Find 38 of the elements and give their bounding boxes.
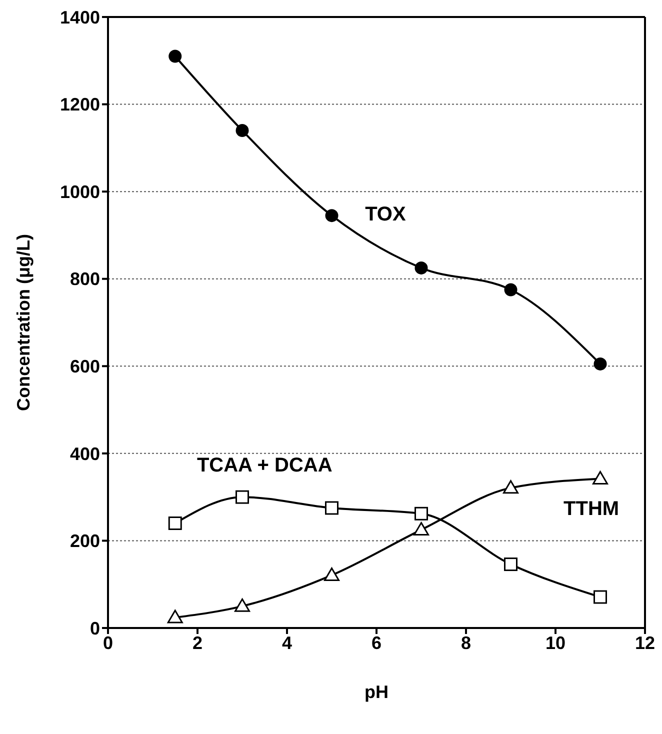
x-tick-label: 12 [634,632,656,653]
x-tick-label: 8 [460,632,472,653]
point [594,590,607,604]
point [236,124,249,137]
y-tick-label: 600 [70,356,100,377]
y-axis-title: Concentration (μg/L) [13,234,34,411]
point [414,506,428,520]
y-tick-label: 800 [70,269,100,290]
point [504,283,518,296]
point [325,209,338,222]
x-tick-label: 10 [545,632,566,653]
series-label: TOX [365,203,406,226]
series-label: TCAA + DCAA [196,454,332,476]
point [414,522,429,536]
y-tick-label: 1400 [60,7,100,28]
x-tick-label: 0 [102,632,114,653]
x-tick-label: 6 [371,632,382,653]
point [167,610,183,624]
point [504,558,518,572]
y-tick-label: 1200 [60,94,100,115]
y-tick-label: 400 [70,444,100,464]
point [168,516,182,530]
point [325,501,338,515]
x-tick-label: 4 [282,632,292,653]
point [594,357,607,370]
series-label: TTHM [564,498,620,520]
y-tick-label: 0 [90,618,100,638]
point [503,480,518,494]
point [236,490,249,504]
y-tick-label: 1000 [60,182,100,202]
x-axis-title: pH [364,682,388,702]
x-tick-label: 2 [192,632,203,653]
point [592,470,608,484]
point [234,598,250,612]
point [324,567,340,581]
point [168,50,182,63]
y-tick-label: 200 [70,531,100,552]
point [414,261,428,274]
